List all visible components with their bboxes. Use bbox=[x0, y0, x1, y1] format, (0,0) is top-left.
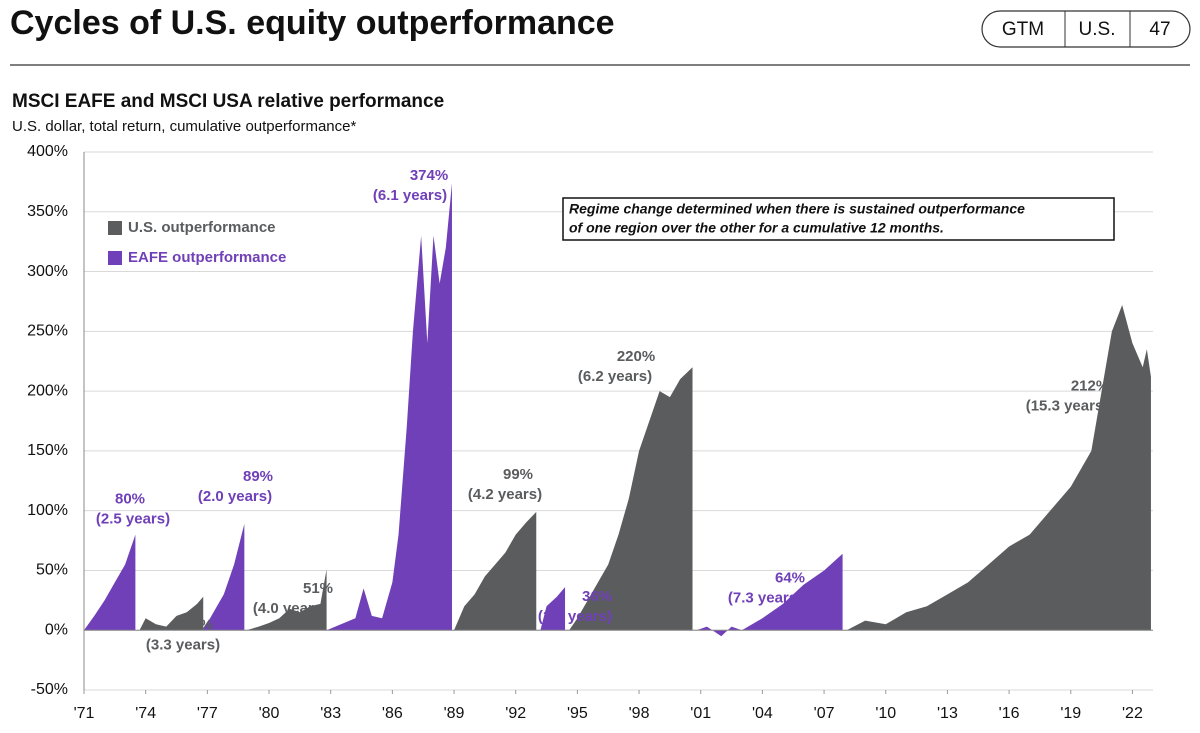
x-tick-label: '13 bbox=[937, 705, 958, 722]
page-title: Cycles of U.S. equity outperformance bbox=[10, 4, 615, 42]
annotation-duration: (3.3 years) bbox=[146, 637, 220, 654]
y-tick-label: 400% bbox=[27, 143, 68, 160]
y-tick-label: 50% bbox=[36, 562, 68, 579]
note-box bbox=[562, 197, 1115, 241]
annotation-value: 36% bbox=[582, 588, 612, 605]
y-tick-label: 300% bbox=[27, 263, 68, 280]
badge-box bbox=[981, 10, 1191, 48]
x-tick-label: '86 bbox=[382, 705, 403, 722]
annotation-value: 28% bbox=[183, 617, 213, 634]
chart-title: MSCI EAFE and MSCI USA relative performa… bbox=[12, 91, 444, 112]
annotation-value: 80% bbox=[115, 491, 145, 508]
chart-subtitle: U.S. dollar, total return, cumulative ou… bbox=[12, 118, 356, 135]
x-tick-label: '01 bbox=[690, 705, 711, 722]
badge: GTM bbox=[1002, 19, 1044, 40]
x-tick-label: '10 bbox=[875, 705, 896, 722]
x-tick-label: '77 bbox=[197, 705, 218, 722]
annotation-duration: (4.0 years) bbox=[253, 600, 327, 617]
x-tick-label: '22 bbox=[1122, 705, 1143, 722]
area bbox=[139, 305, 1151, 631]
x-tick-label: '95 bbox=[567, 705, 588, 722]
annotation-duration: (6.2 years) bbox=[578, 368, 652, 385]
legend-label: EAFE outperformance bbox=[128, 249, 286, 266]
x-tick-label: '07 bbox=[814, 705, 835, 722]
x-tick-label: '92 bbox=[505, 705, 526, 722]
x-tick-label: '16 bbox=[999, 705, 1020, 722]
x-tick-label: '98 bbox=[629, 705, 650, 722]
annotation-duration: (2.5 years) bbox=[96, 511, 170, 528]
annotation-duration: (6.1 years) bbox=[373, 187, 447, 204]
x-tick-label: '83 bbox=[320, 705, 341, 722]
annotation-value: 212% bbox=[1071, 378, 1109, 395]
y-tick-label: 350% bbox=[27, 203, 68, 220]
annotation-value: 64% bbox=[775, 570, 805, 587]
y-tick-label: 100% bbox=[27, 502, 68, 519]
x-tick-label: '89 bbox=[444, 705, 465, 722]
y-tick-label: 200% bbox=[27, 382, 68, 399]
y-tick-label: 250% bbox=[27, 323, 68, 340]
annotation-duration: (4.2 years) bbox=[468, 486, 542, 503]
legend-label: U.S. outperformance bbox=[128, 219, 276, 236]
y-tick-label: -50% bbox=[31, 681, 68, 698]
note-text: Regime change determined when there is s… bbox=[569, 201, 1025, 217]
badge: 47 bbox=[1149, 19, 1170, 40]
x-tick-label: '19 bbox=[1060, 705, 1081, 722]
y-tick-label: 0% bbox=[45, 621, 68, 638]
annotation-duration: (1.4 years) bbox=[538, 608, 612, 625]
annotation-duration: (15.3 years) bbox=[1026, 398, 1109, 415]
x-tick-label: '80 bbox=[259, 705, 280, 722]
legend-swatch bbox=[108, 221, 122, 235]
annotation-value: 374% bbox=[410, 167, 448, 184]
badge: U.S. bbox=[1079, 19, 1116, 40]
annotation-value: 89% bbox=[243, 468, 273, 485]
x-tick-label: '71 bbox=[74, 705, 95, 722]
y-tick-label: 150% bbox=[27, 442, 68, 459]
x-tick-label: '74 bbox=[135, 705, 156, 722]
annotation-duration: (2.0 years) bbox=[198, 488, 272, 505]
annotation-value: 220% bbox=[617, 348, 655, 365]
annotation-value: 99% bbox=[503, 466, 533, 483]
annotation-value: 51% bbox=[303, 580, 333, 597]
note-text: of one region over the other for a cumul… bbox=[569, 220, 944, 236]
annotation-duration: (7.3 years) bbox=[728, 590, 802, 607]
x-tick-label: '04 bbox=[752, 705, 773, 722]
legend-swatch bbox=[108, 251, 122, 265]
